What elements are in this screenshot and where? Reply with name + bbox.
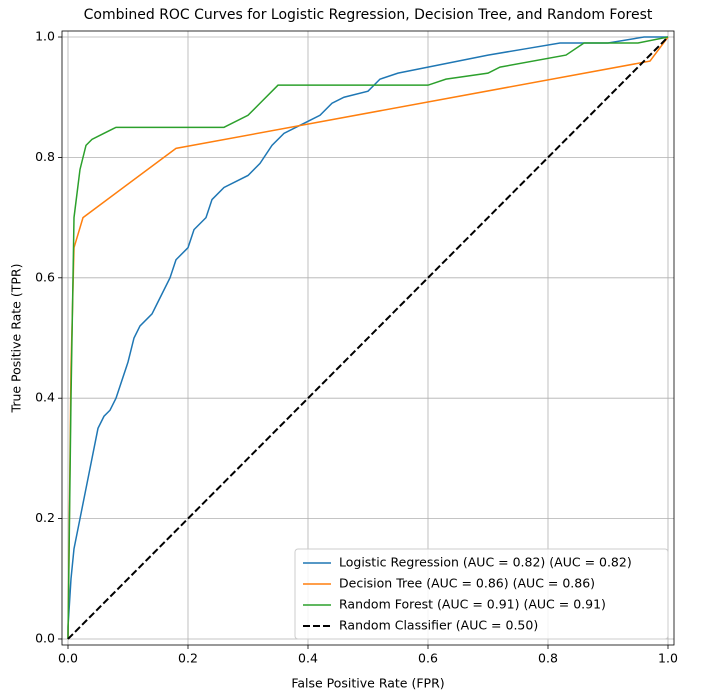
plot-frame: [61, 30, 675, 646]
y-tick-label: 0.4: [35, 390, 55, 405]
x-tick-label: 0.6: [418, 651, 438, 666]
legend-label: Random Forest (AUC = 0.91) (AUC = 0.91): [339, 597, 606, 612]
y-tick-label: 1.0: [35, 29, 55, 44]
x-axis-label: False Positive Rate (FPR): [291, 676, 444, 691]
legend: Logistic Regression (AUC = 0.82) (AUC = …: [294, 548, 669, 640]
roc-line: [67, 36, 668, 639]
y-tick-label: 0.8: [35, 149, 55, 164]
legend-label: Random Classifier (AUC = 0.50): [339, 618, 538, 633]
y-axis-label: True Positive Rate (TPR): [9, 264, 24, 414]
y-tick-label: 0.0: [35, 630, 55, 645]
legend-label: Logistic Regression (AUC = 0.82) (AUC = …: [339, 555, 632, 570]
y-tick-label: 0.2: [35, 510, 55, 525]
x-tick-label: 0.0: [58, 651, 78, 666]
chart-title: Combined ROC Curves for Logistic Regress…: [84, 7, 653, 23]
roc-line: [67, 36, 669, 639]
x-tick-label: 0.8: [538, 651, 558, 666]
x-tick-label: 0.4: [298, 651, 318, 666]
legend-label: Decision Tree (AUC = 0.86) (AUC = 0.86): [339, 576, 595, 591]
x-tick-label: 0.2: [178, 651, 198, 666]
x-tick-label: 1.0: [658, 651, 678, 666]
legend-box: [294, 548, 669, 640]
y-tick-label: 0.6: [35, 269, 55, 284]
roc-line: [67, 36, 669, 640]
